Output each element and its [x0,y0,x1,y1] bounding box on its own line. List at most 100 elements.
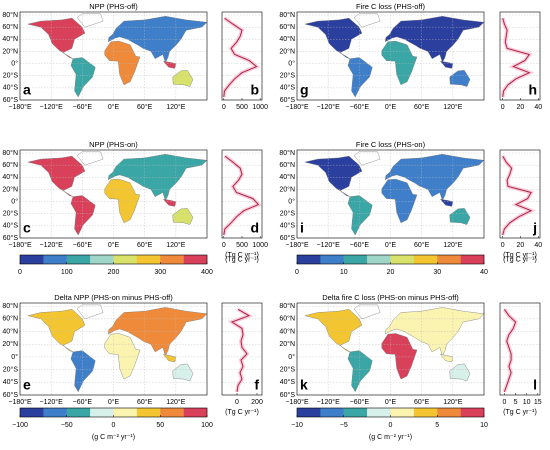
colorbar-segment [367,255,391,264]
lat-tick-label: 20°N [2,47,18,55]
colorbar-segment [66,408,91,417]
colorbar-segment [297,408,321,417]
land [439,60,454,69]
lat-tick-label: 20°N [2,185,18,193]
lat-tick-label: 40°N [279,35,295,43]
lat-tick-label: 0° [11,353,18,361]
land [172,363,194,382]
map [27,151,207,236]
lon-tick-label: 60°E [414,103,430,111]
land [76,13,104,28]
land [439,354,454,363]
land [304,309,363,353]
profile-axis-label: (Tg C yr⁻¹) [503,252,537,259]
land [104,178,141,224]
lon-tick-label: 0°E [108,241,120,249]
profile-tick-label: 1000 [252,242,268,249]
profile-axis-label: (Tg C yr⁻¹) [225,409,259,416]
panel-letter: h [528,82,537,98]
colorbar-tick-label: 10 [340,269,348,276]
colorbar-segment [113,255,138,264]
land [449,70,471,87]
land [70,350,96,393]
land [162,60,177,69]
colorbar-tick-label: 30 [433,269,441,276]
colorbar-label: (g C m⁻² yr⁻¹) [92,434,135,441]
land [385,307,484,357]
lat-tick-label: 80°N [279,11,295,19]
profile-line [223,155,260,236]
lat-tick-label: 60°S [3,96,19,104]
colorbar-tick-label: 10 [480,422,488,429]
colorbar-segment [343,255,368,264]
panel-title: Fire C loss (PHS-on) [356,140,426,149]
lon-tick-label: 120°E [443,398,462,406]
colorbar-segment [136,408,161,417]
lon-tick-label: 60°E [137,241,153,249]
lon-tick-label: −120°E [40,398,64,406]
colorbar-tick-label: 0 [18,269,22,276]
panel-letter: g [300,82,309,98]
colorbar-segment [460,408,485,417]
colorbar-segment [20,255,44,264]
panel-letter: a [23,82,31,98]
panel-letter: l [533,377,537,393]
lat-tick-label: 40°S [3,222,19,230]
lat-tick-label: 80°N [2,302,18,310]
colorbar-segment [413,408,438,417]
profile-axis-label: (Tg C yr⁻¹) [503,409,537,416]
lat-tick-label: 20°N [279,340,295,348]
land [353,13,381,28]
lon-tick-label: −120°E [317,398,341,406]
lon-tick-label: 0°E [108,103,120,111]
lat-tick-label: 0° [288,197,295,205]
colorbar-tick-label: 50 [156,422,164,429]
lat-tick-label: 20°S [3,210,19,218]
lat-tick-label: 60°S [280,391,296,399]
panel-title: Fire C loss (PHS-off) [356,2,426,11]
colorbar-tick-label: −100 [12,422,28,429]
lon-tick-label: 0°E [385,398,397,406]
lat-tick-label: 80°N [279,149,295,157]
map-frame [296,149,485,239]
land [449,208,471,225]
land [347,350,373,393]
profile-frame [221,11,263,101]
lat-tick-label: 60°N [2,161,18,169]
lon-tick-label: 120°E [443,103,462,111]
land [353,151,381,166]
lat-tick-label: 60°N [279,23,295,31]
profile-tick-label: 40 [534,104,542,111]
land [27,309,86,353]
colorbar-segment [437,408,461,417]
colorbar-segment [43,255,67,264]
colorbar-segment [390,255,415,264]
lat-tick-label: 60°S [3,391,19,399]
profile-tick-label: 40 [534,242,542,249]
lon-tick-label: −60°E [73,398,93,406]
profile-frame [499,11,541,101]
lat-tick-label: 80°N [279,302,295,310]
lat-tick-label: 40°N [279,173,295,181]
profile-band [500,155,536,236]
colorbar-tick-label: 300 [154,269,166,276]
profile-tick-label: 0 [222,104,226,111]
map [27,304,207,393]
land [108,153,207,201]
lat-tick-label: 0° [288,353,295,361]
colorbar-tick-label: 0 [112,422,116,429]
lat-tick-label: 20°S [280,72,296,80]
panel-letter: d [250,220,259,236]
lat-tick-label: 0° [11,59,18,67]
land [76,304,104,320]
profile-line [230,308,251,392]
land [385,15,484,63]
lon-tick-label: −180°E [8,103,32,111]
colorbar-segment [183,255,208,264]
land [381,333,418,380]
colorbar-tick-label: −50 [61,422,73,429]
lat-tick-label: 20°N [2,340,18,348]
profile-frame [221,149,263,239]
colorbar-segment [390,408,415,417]
